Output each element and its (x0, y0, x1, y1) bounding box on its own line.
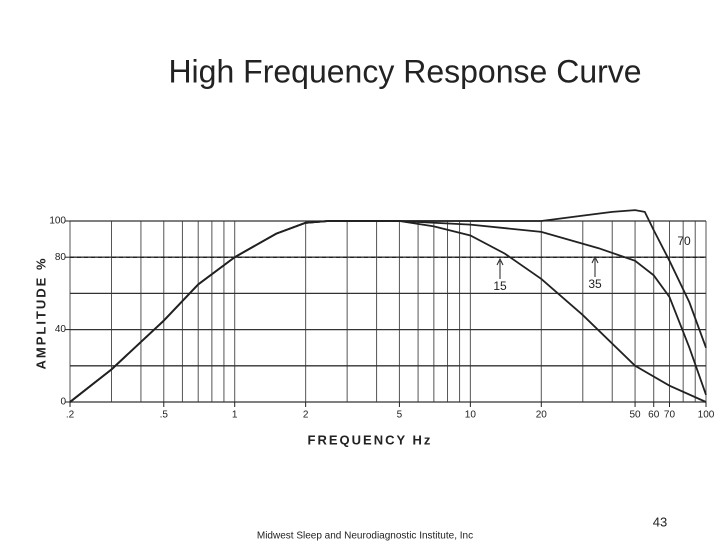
response-curve (69, 209, 707, 403)
slide-title: High Frequency Response Curve (168, 53, 641, 89)
y-tick-label: 80 (55, 252, 67, 263)
footer: Midwest Sleep and Neurodiagnostic Instit… (257, 531, 473, 542)
x-tick-label: 2 (303, 410, 309, 421)
y-tick-label: 0 (60, 397, 66, 408)
label-arrowhead (496, 257, 504, 266)
x-tick-label: 10 (465, 410, 477, 421)
response-curve (69, 220, 707, 403)
curve-label: 70 (677, 234, 691, 248)
page-number: 43 (653, 514, 667, 529)
x-tick-label: 1 (232, 410, 238, 421)
x-tick-label: 50 (630, 410, 642, 421)
curve-label: 15 (493, 279, 507, 293)
y-tick-label: 40 (55, 324, 67, 335)
x-tick-label: .5 (160, 410, 169, 421)
x-tick-label: 70 (664, 410, 676, 421)
x-tick-label: 100 (698, 410, 715, 421)
x-tick-label: .2 (66, 410, 75, 421)
curve-label: 35 (588, 277, 602, 291)
x-axis-label: FREQUENCY Hz (308, 432, 433, 447)
x-tick-label: 60 (648, 410, 660, 421)
x-tick-label: 20 (536, 410, 548, 421)
y-axis-label: AMPLITUDE % (33, 257, 48, 370)
y-tick-label: 100 (49, 216, 66, 227)
label-arrowhead (591, 255, 599, 264)
x-tick-label: 5 (397, 410, 403, 421)
response-curve (69, 220, 707, 403)
